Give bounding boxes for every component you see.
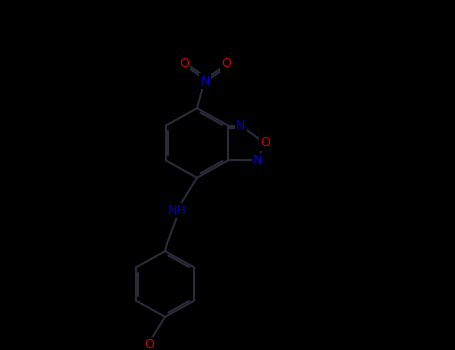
Text: N: N	[236, 119, 245, 132]
Text: N: N	[200, 75, 210, 88]
Text: O: O	[261, 136, 271, 149]
Text: N: N	[253, 154, 262, 167]
Text: O: O	[179, 57, 189, 70]
Text: NH: NH	[167, 204, 187, 217]
Text: O: O	[221, 57, 231, 70]
Text: O: O	[144, 338, 154, 350]
